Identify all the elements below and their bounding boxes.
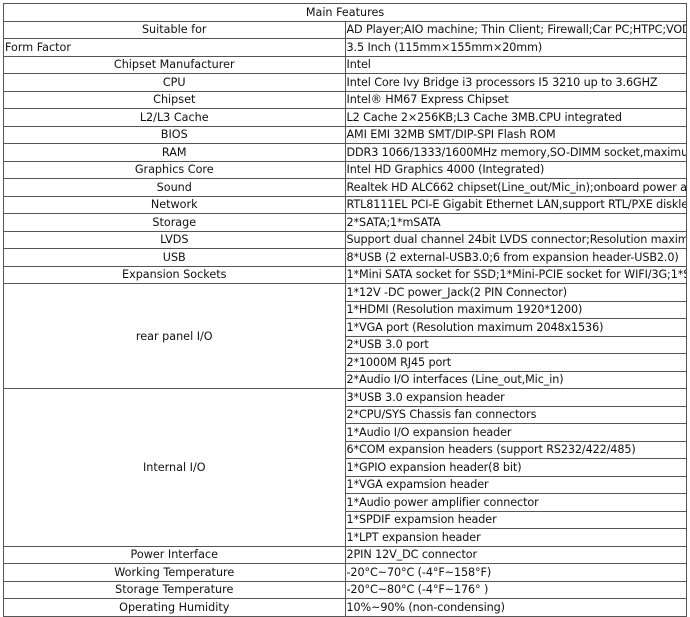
group-label: rear panel I/O	[3, 283, 346, 389]
row-value: 1*Audio power amplifier connector	[344, 493, 687, 512]
row-label: Chipset Manufacturer	[3, 55, 346, 74]
table-row: 1*GPIO expansion header(8 bit)	[4, 458, 687, 477]
row-value: 3.5 Inch (115mm×155mm×20mm)	[344, 38, 687, 57]
row-label: Working Temperature	[3, 563, 346, 582]
row-label: Network	[3, 195, 346, 214]
table-row: rear panel I/O 1*12V -DC power_Jack(2 PIN…	[3, 283, 687, 389]
row-value: DDR3 1066/1333/1600MHz memory,SO-DIMM so…	[344, 143, 687, 162]
table-row: BIOS AMI EMI 32MB SMT/DIP-SPI Flash ROM	[3, 125, 687, 144]
row-value: 2PIN 12V_DC connector	[344, 545, 687, 564]
group-label: Internal I/O	[3, 388, 346, 547]
row-value: -20°C~70°C (-4°F~158°F)	[344, 563, 687, 582]
row-label: Graphics Core	[3, 160, 346, 179]
row-label: RAM	[3, 143, 346, 162]
table-row: Internal I/O 3*USB 3.0 expansion header	[3, 388, 687, 547]
row-value: Intel Core Ivy Bridge i3 processors I5 3…	[344, 73, 687, 92]
row-value: -20°C~80°C (-4°F~176° )	[344, 580, 687, 599]
row-value: Intel	[344, 55, 687, 74]
table-title: Main Features	[3, 3, 687, 22]
row-value: 1*LPT expansion header	[344, 528, 687, 547]
table-row: 2*Audio I/O interfaces (Line_out,Mic_in)	[4, 370, 687, 389]
row-value: Support dual channel 24bit LVDS connecto…	[344, 230, 687, 249]
row-label: Suitable for	[3, 20, 346, 39]
row-value: 1*VGA expamsion header	[344, 475, 687, 494]
row-label: Chipset	[3, 90, 346, 109]
table-row: L2/L3 Cache L2 Cache 2×256KB;L3 Cache 3MB…	[3, 108, 687, 127]
table-row: Chipset Manufacturer Intel	[3, 55, 687, 74]
row-label: USB	[3, 248, 346, 267]
main-features-table: Main Features Suitable for AD Player;AIO …	[3, 3, 687, 617]
row-value: 1*HDMI (Resolution maximum 1920*1200)	[344, 300, 687, 319]
table-row: CPU Intel Core Ivy Bridge i3 processors I…	[3, 73, 687, 92]
row-value: 2*SATA;1*mSATA	[344, 213, 687, 232]
row-value: 1*Mini SATA socket for SSD;1*Mini-PCIE s…	[344, 265, 687, 284]
table-row: Operating Humidity 10%~90% (non-condensin…	[3, 598, 687, 617]
table-row: Expansion Sockets 1*Mini SATA socket for …	[3, 265, 687, 284]
row-value: AD Player;AIO machine; Thin Client; Fire…	[344, 20, 687, 39]
row-value: L2 Cache 2×256KB;L3 Cache 3MB.CPU integr…	[344, 108, 687, 127]
row-label: Storage Temperature	[3, 580, 346, 599]
row-value: Intel HD Graphics 4000 (Integrated)	[344, 160, 687, 179]
row-value: 3*USB 3.0 expansion header	[344, 388, 687, 407]
table-row: Chipset Intel® HM67 Express Chipset	[3, 90, 687, 109]
row-value: Intel® HM67 Express Chipset	[344, 90, 687, 109]
table-row: Graphics Core Intel HD Graphics 4000 (Int…	[3, 160, 687, 179]
table-row: LVDS Support dual channel 24bit LVDS conn…	[3, 230, 687, 249]
row-label: Form Factor	[3, 38, 346, 57]
row-value: 1*SPDIF expamsion header	[344, 510, 687, 529]
table-row: Suitable for AD Player;AIO machine; Thin …	[3, 20, 687, 39]
row-label: BIOS	[3, 125, 346, 144]
table-row: Working Temperature -20°C~70°C (-4°F~158°…	[3, 563, 687, 582]
row-label: Sound	[3, 178, 346, 197]
table-row: USB 8*USB (2 external-USB3.0;6 from expan…	[3, 248, 687, 267]
table-row: Storage 2*SATA;1*mSATA	[3, 213, 687, 232]
table-row: Storage Temperature -20°C~80°C (-4°F~176°…	[3, 580, 687, 599]
table-row: Form Factor 3.5 Inch (115mm×155mm×20mm)	[3, 38, 687, 57]
row-value: 6*COM expansion headers (support RS232/4…	[344, 440, 687, 459]
row-label: Expansion Sockets	[3, 265, 346, 284]
table-row: 1*LPT expansion header	[4, 528, 687, 547]
table-row: Sound Realtek HD ALC662 chipset(Line_out/…	[3, 178, 687, 197]
row-value: 1*Audio I/O expansion header	[344, 423, 687, 442]
row-value: 10%~90% (non-condensing)	[344, 598, 687, 617]
row-label: Operating Humidity	[3, 598, 346, 617]
row-value: 2*CPU/SYS Chassis fan connectors	[344, 405, 687, 424]
row-label: LVDS	[3, 230, 346, 249]
table-row: Network RTL8111EL PCI-E Gigabit Ethernet …	[3, 195, 687, 214]
row-label: CPU	[3, 73, 346, 92]
row-label: Storage	[3, 213, 346, 232]
row-label: Power Interface	[3, 545, 346, 564]
row-value: Realtek HD ALC662 chipset(Line_out/Mic_i…	[344, 178, 687, 197]
row-value: 1*VGA port (Resolution maximum 2048x1536…	[344, 318, 687, 337]
row-value: 1*12V -DC power_Jack(2 PIN Connector)	[344, 283, 687, 302]
title-row: Main Features	[3, 3, 687, 22]
row-value: 2*USB 3.0 port	[344, 335, 687, 354]
table-row: RAM DDR3 1066/1333/1600MHz memory,SO-DIMM…	[3, 143, 687, 162]
row-value: 8*USB (2 external-USB3.0;6 from expansio…	[344, 248, 687, 267]
row-value: 2*1000M RJ45 port	[344, 353, 687, 372]
row-value: AMI EMI 32MB SMT/DIP-SPI Flash ROM	[344, 125, 687, 144]
row-value: 1*GPIO expansion header(8 bit)	[344, 458, 687, 477]
row-label: L2/L3 Cache	[3, 108, 346, 127]
table-row: Power Interface 2PIN 12V_DC connector	[3, 545, 687, 564]
row-value: RTL8111EL PCI-E Gigabit Ethernet LAN,sup…	[344, 195, 687, 214]
row-value: 2*Audio I/O interfaces (Line_out,Mic_in)	[344, 370, 687, 389]
